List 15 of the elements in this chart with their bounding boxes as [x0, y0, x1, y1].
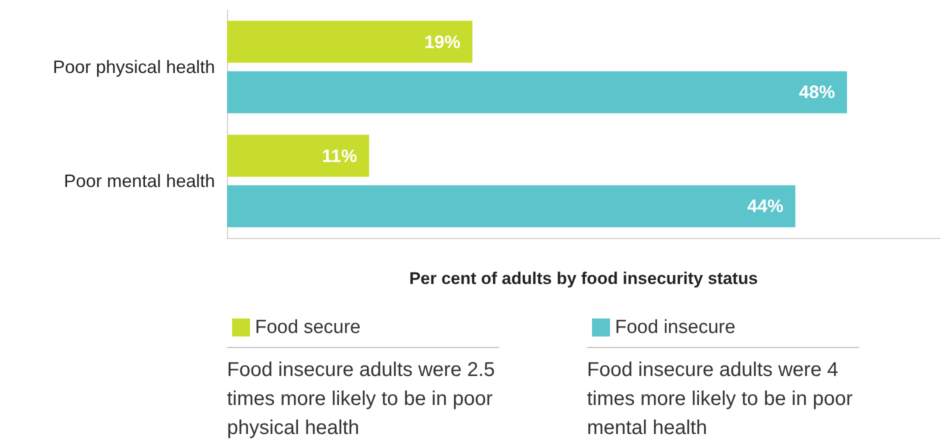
data-label: 19%	[424, 32, 460, 52]
y-tick-label: Poor mental health	[64, 171, 215, 191]
text: Food insecure adults were 2.5 times more likely to be in poor physical health	[227, 347, 499, 441]
legend-label: Food insecure	[615, 317, 736, 338]
bar	[227, 134, 370, 177]
bar	[227, 20, 472, 63]
data-label: 48%	[798, 82, 835, 102]
legend-label: Food secure	[255, 317, 361, 338]
text: Food insecure adults were 4 times more likely to be in poor mental health	[587, 347, 859, 441]
x-axis-title: Per cent of adults by food insecurity status	[409, 269, 758, 288]
bar	[227, 71, 847, 114]
y-tick-label: Poor physical health	[52, 57, 215, 77]
data-label: 11%	[322, 146, 358, 166]
data-label: 44%	[747, 196, 784, 216]
bar	[227, 185, 796, 228]
